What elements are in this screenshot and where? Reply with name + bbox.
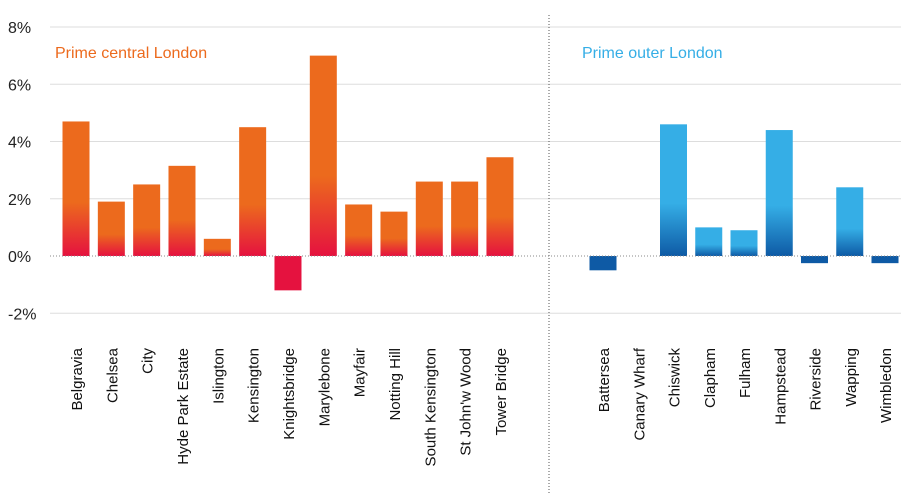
category-label: Battersea xyxy=(596,347,613,412)
y-tick-label: -2% xyxy=(8,306,36,323)
y-tick-label: 6% xyxy=(8,77,31,94)
category-label: Clapham xyxy=(702,348,719,408)
bar xyxy=(451,181,479,256)
category-label: Fulham xyxy=(737,348,754,398)
bar xyxy=(380,211,408,256)
bars xyxy=(62,55,899,291)
bar xyxy=(660,124,687,256)
category-label: Riverside xyxy=(808,348,825,411)
category-label: Hampstead xyxy=(772,348,789,425)
bar xyxy=(486,157,514,256)
bar xyxy=(62,121,90,257)
category-label: Marylebone xyxy=(316,348,333,426)
bar xyxy=(133,184,161,256)
category-label: Canary Wharf xyxy=(631,347,648,440)
bar xyxy=(97,201,125,256)
category-label: Knightsbridge xyxy=(281,348,298,440)
category-label: Wimbledon xyxy=(878,348,895,423)
bar xyxy=(765,130,793,256)
category-label: St John'w Wood xyxy=(458,348,475,456)
bar xyxy=(801,256,828,264)
category-label: Kensington xyxy=(246,348,263,423)
category-label: Tower Bridge xyxy=(493,348,510,436)
category-label: Mayfair xyxy=(352,348,369,397)
bar xyxy=(836,187,864,256)
category-label: Hyde Park Estate xyxy=(175,348,192,465)
category-label: Chelsea xyxy=(104,347,121,403)
bar xyxy=(239,127,267,256)
category-label: South Kensington xyxy=(422,348,439,466)
bar xyxy=(695,227,723,256)
bar xyxy=(871,256,899,264)
labels: -2% 0% 2% 4% 6% 8% Prime central London Belgrav… xyxy=(8,20,895,466)
y-tick-label: 0% xyxy=(8,249,31,266)
bar xyxy=(168,165,196,256)
bar xyxy=(203,238,231,256)
bar xyxy=(415,181,443,256)
group-title: Prime central London xyxy=(55,45,207,62)
y-tick-label: 2% xyxy=(8,192,31,209)
category-label: Belgravia xyxy=(69,347,86,410)
bar xyxy=(730,230,758,256)
bar xyxy=(309,55,337,256)
category-label: City xyxy=(140,348,157,374)
y-tick-label: 4% xyxy=(8,135,31,152)
category-label: Islington xyxy=(210,348,227,404)
group-title: Prime outer London xyxy=(582,45,723,62)
bar xyxy=(274,256,302,291)
y-tick-label: 8% xyxy=(8,20,31,37)
category-label: Notting Hill xyxy=(387,348,404,421)
bar xyxy=(589,256,617,271)
category-label: Wapping xyxy=(843,348,860,407)
category-label: Chiswick xyxy=(667,348,684,408)
bar xyxy=(345,204,373,256)
